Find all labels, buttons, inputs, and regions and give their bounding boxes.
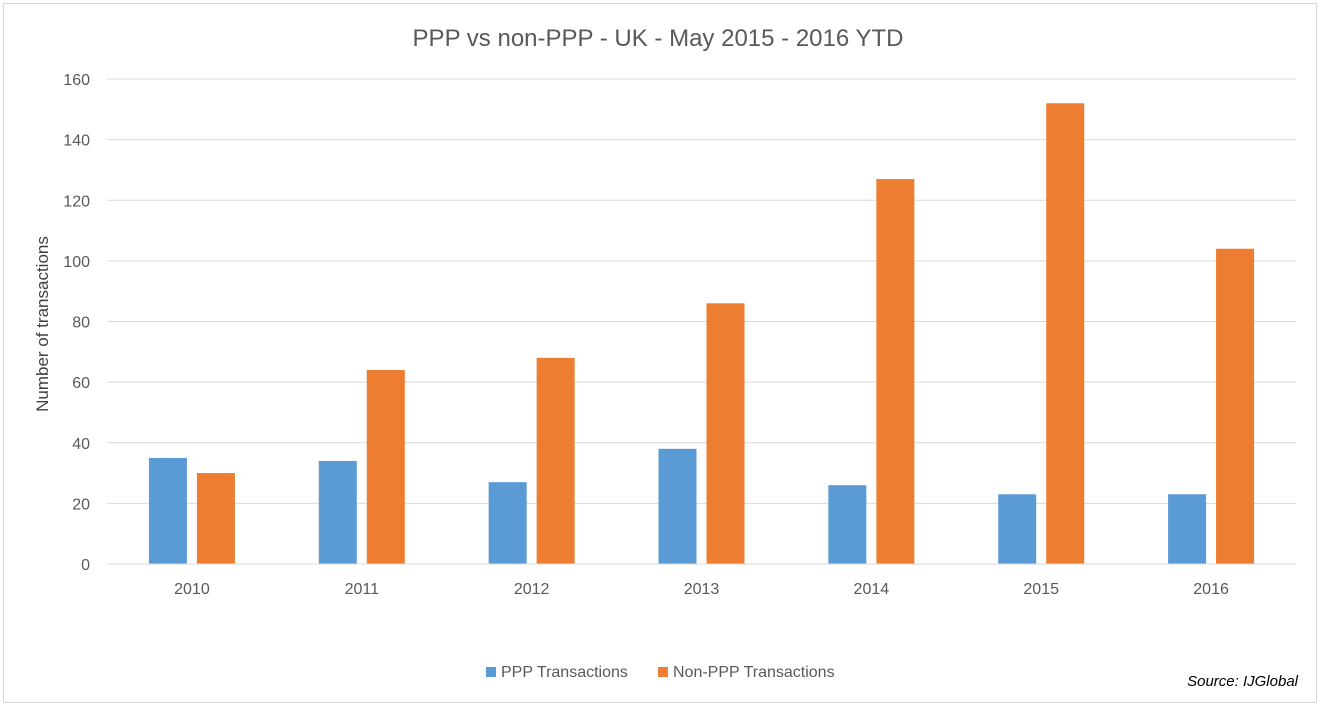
- y-tick-label: 60: [72, 375, 90, 392]
- bar-non-ppp-transactions-2016: [1216, 248, 1255, 564]
- bar-non-ppp-transactions-2013: [706, 303, 745, 564]
- bars: [148, 103, 1255, 564]
- chart-frame: PPP vs non-PPP - UK - May 2015 - 2016 YT…: [3, 3, 1317, 703]
- legend-swatch: [658, 667, 668, 677]
- x-tick-label: 2014: [854, 581, 890, 598]
- y-axis-ticks: 0 20 40 60 80 100 120 140 160: [63, 72, 90, 574]
- y-tick-label: 20: [72, 496, 90, 513]
- bar-non-ppp-transactions-2012: [536, 357, 575, 564]
- x-tick-label: 2016: [1193, 581, 1229, 598]
- x-tick-label: 2011: [345, 581, 380, 598]
- chart-svg: PPP vs non-PPP - UK - May 2015 - 2016 YT…: [33, 25, 1296, 681]
- y-tick-label: 40: [72, 436, 90, 453]
- x-tick-label: 2012: [514, 581, 550, 598]
- y-tick-label: 80: [72, 315, 90, 332]
- bar-non-ppp-transactions-2015: [1046, 103, 1085, 564]
- gridlines: [107, 78, 1296, 504]
- y-tick-label: 100: [63, 254, 90, 271]
- bar-ppp-transactions-2013: [658, 448, 697, 564]
- x-tick-label: 2013: [684, 581, 720, 598]
- source-note: Source: IJGlobal: [1187, 673, 1298, 690]
- bar-ppp-transactions-2014: [828, 485, 867, 564]
- bar-non-ppp-transactions-2014: [876, 179, 915, 564]
- legend: PPP Transactions Non-PPP Transactions: [486, 664, 835, 681]
- legend-label: Non-PPP Transactions: [673, 664, 835, 681]
- x-tick-label: 2015: [1023, 581, 1059, 598]
- bar-non-ppp-transactions-2011: [366, 370, 405, 564]
- y-tick-label: 120: [63, 193, 90, 210]
- y-tick-label: 140: [63, 133, 90, 150]
- bar-ppp-transactions-2015: [998, 494, 1037, 564]
- bar-non-ppp-transactions-2010: [196, 473, 235, 564]
- bar-ppp-transactions-2011: [318, 460, 357, 564]
- x-axis-ticks: 2010 2011 2012 2013 2014 2015 2016: [174, 581, 1229, 598]
- bar-ppp-transactions-2010: [148, 457, 187, 564]
- bar-ppp-transactions-2012: [488, 482, 527, 564]
- y-tick-label: 160: [63, 72, 90, 89]
- legend-label: PPP Transactions: [501, 664, 628, 681]
- legend-swatch: [486, 667, 496, 677]
- y-axis-title: Number of transactions: [33, 236, 52, 412]
- x-tick-label: 2010: [174, 581, 210, 598]
- y-tick-label: 0: [81, 557, 90, 574]
- bar-ppp-transactions-2016: [1168, 494, 1207, 564]
- chart-title: PPP vs non-PPP - UK - May 2015 - 2016 YT…: [413, 25, 904, 52]
